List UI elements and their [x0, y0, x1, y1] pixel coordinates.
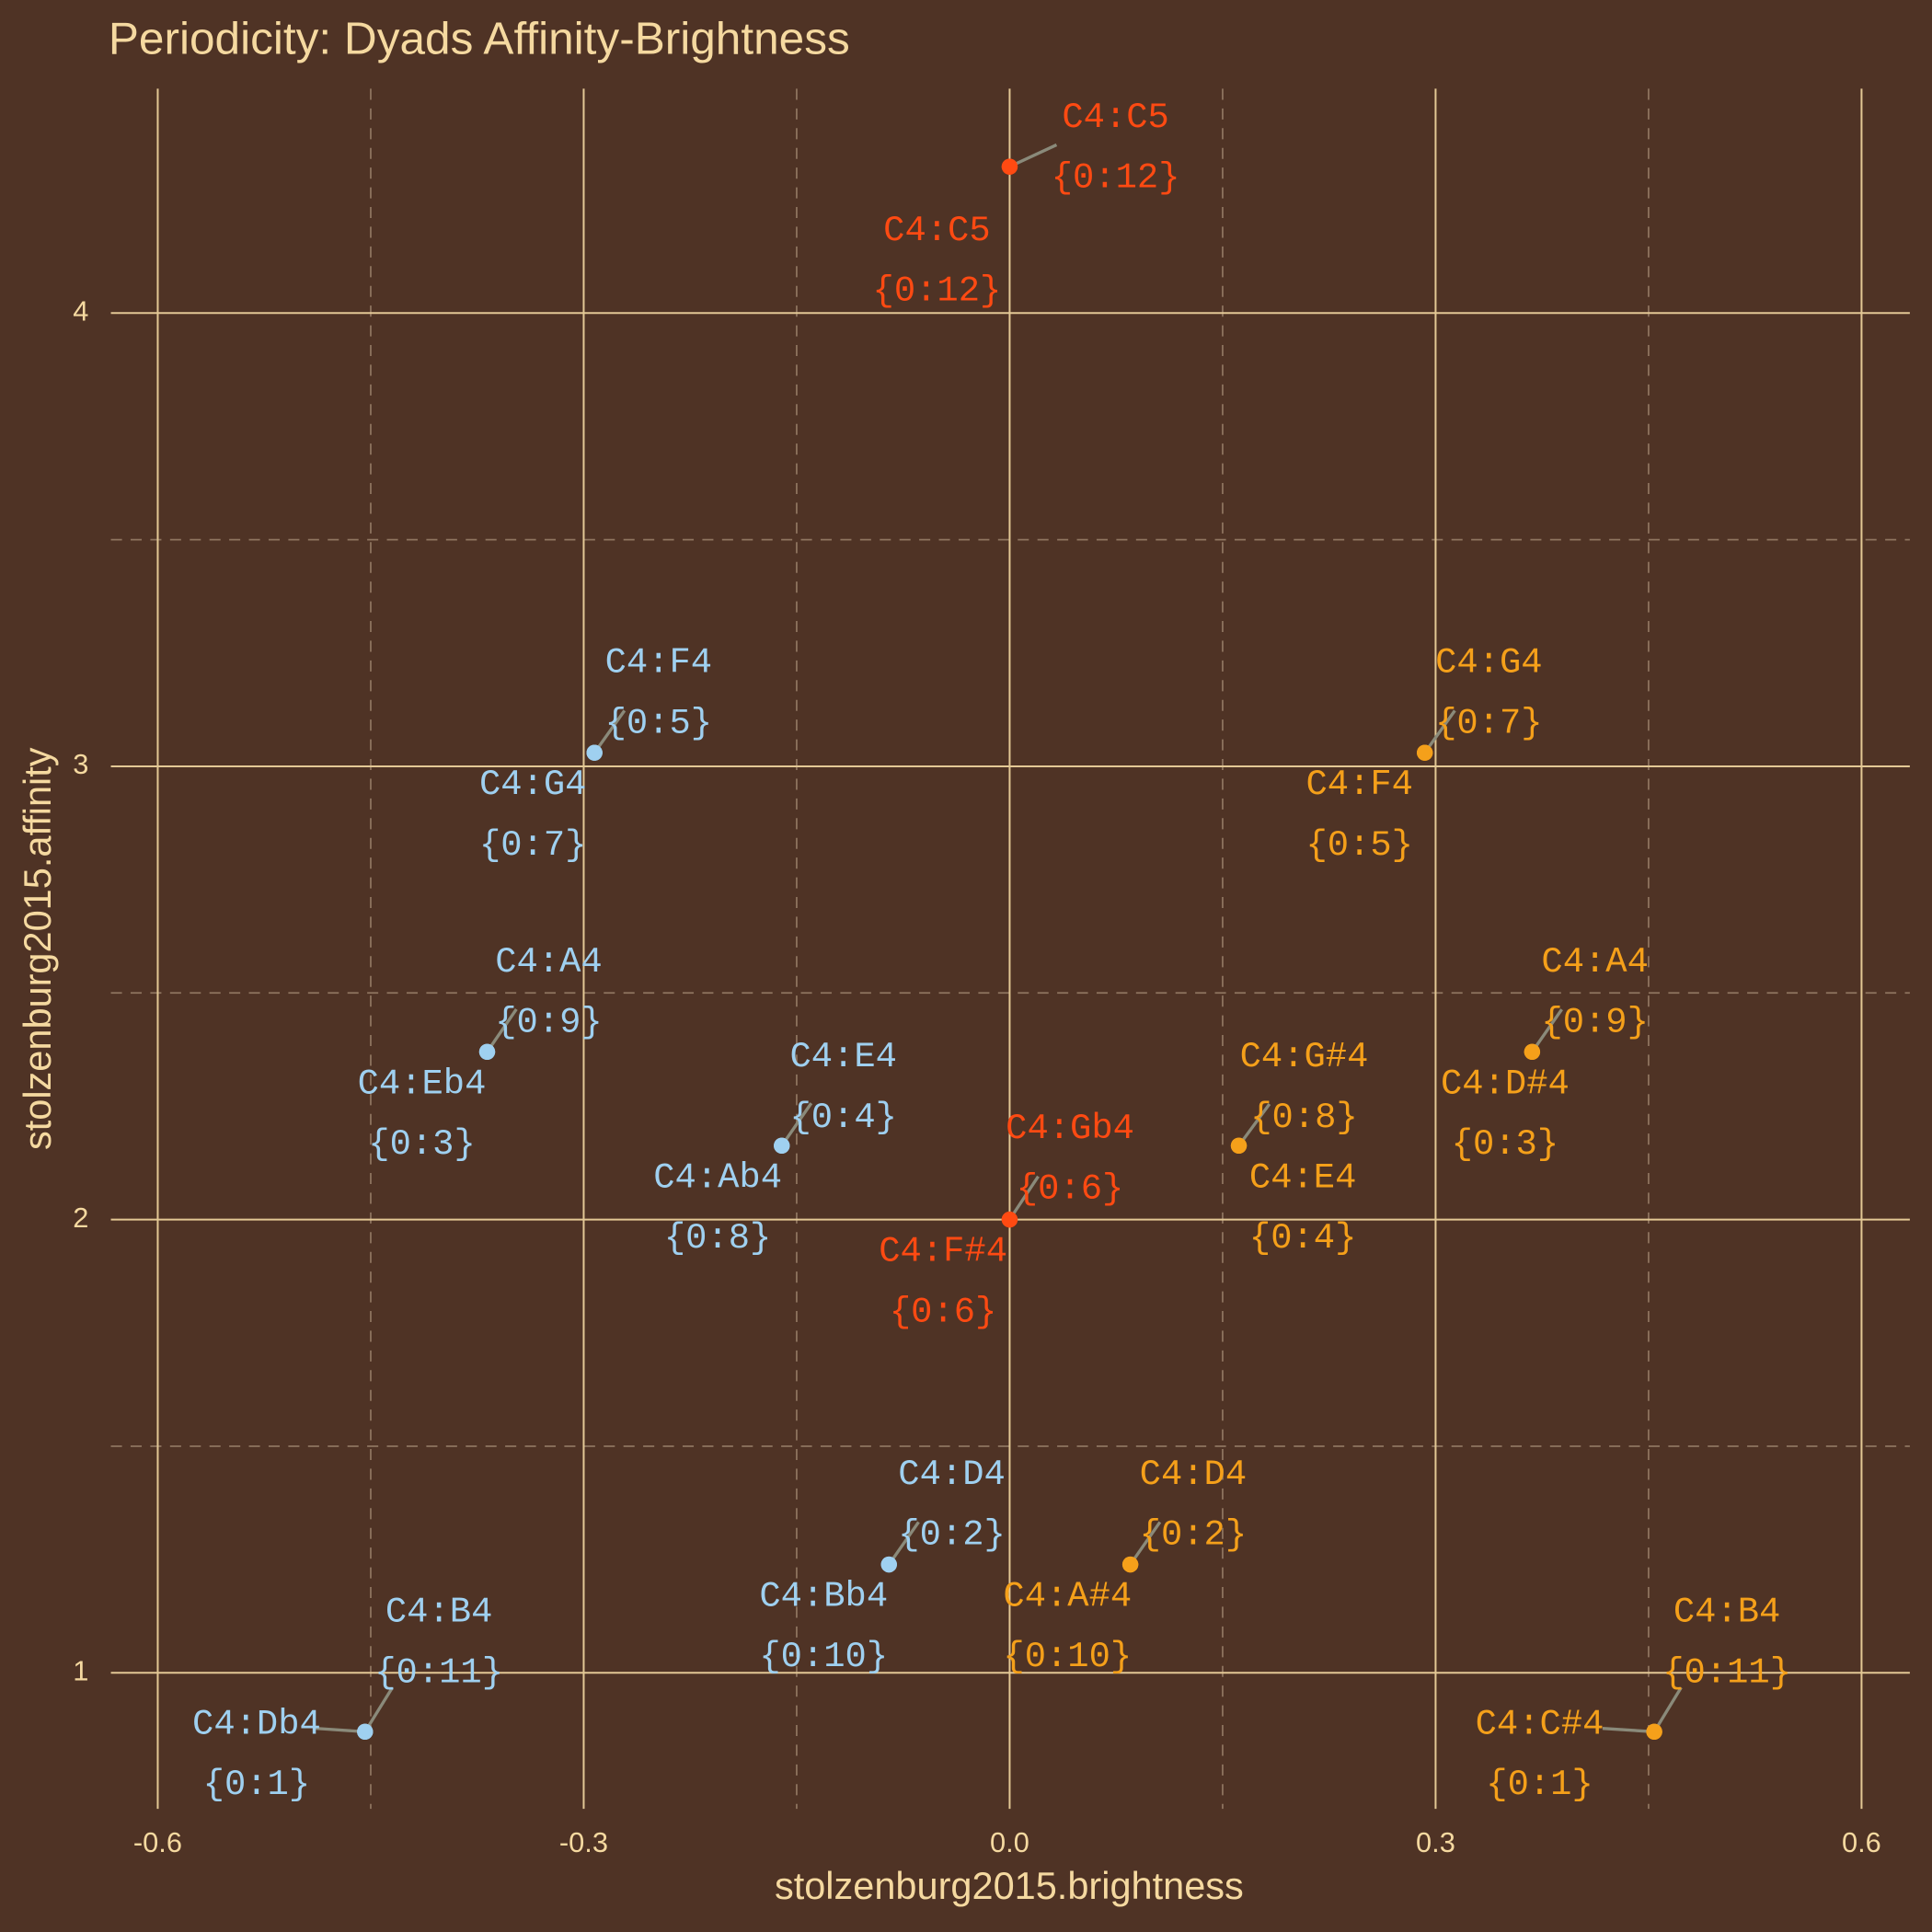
point — [478, 1043, 496, 1061]
point — [586, 744, 603, 761]
point-label: C4:Bb4 — [759, 1577, 888, 1617]
x-tick-label: -0.3 — [559, 1826, 608, 1858]
label-connector — [592, 709, 627, 754]
point-sublabel: {0:7} — [1435, 703, 1543, 743]
x-tick-label: 0.0 — [990, 1826, 1029, 1858]
point-sublabel: {0:9} — [1541, 1002, 1649, 1042]
point — [1230, 1137, 1248, 1155]
point-sublabel: {0:8} — [1250, 1098, 1358, 1138]
point-label: C4:C5 — [1062, 98, 1169, 138]
label-connector — [1602, 1727, 1655, 1733]
point-label: C4:F#4 — [879, 1232, 1007, 1272]
point-sublabel: {0:3} — [368, 1124, 476, 1165]
point-sublabel: {0:10} — [759, 1637, 888, 1677]
point-sublabel: {0:5} — [1305, 825, 1413, 866]
point-sublabel: {0:2} — [898, 1515, 1006, 1556]
point — [1524, 1043, 1541, 1061]
point-sublabel: {0:12} — [873, 271, 1002, 312]
point-label: C4:G4 — [1435, 643, 1543, 684]
point — [1416, 744, 1433, 761]
label-connector — [887, 1521, 920, 1566]
point-label: C4:C#4 — [1476, 1705, 1604, 1745]
y-tick-label: 1 — [73, 1654, 88, 1686]
point — [1121, 1556, 1139, 1573]
grid: -0.6 -0.3 0.0 0.3 0.6 1 2 3 4 — [73, 88, 1910, 1858]
point-label: C4:Gb4 — [1006, 1109, 1134, 1149]
point-sublabel: {0:10} — [1003, 1637, 1132, 1677]
point-sublabel: {0:12} — [1052, 157, 1180, 198]
point — [880, 1556, 897, 1573]
point-sublabel: {0:6} — [890, 1292, 997, 1332]
point-label: C4:B4 — [385, 1593, 493, 1633]
label-connector — [1652, 1686, 1683, 1733]
point-label: C4:B4 — [1673, 1593, 1781, 1633]
x-axis-label: stolzenburg2015.brightness — [775, 1864, 1244, 1907]
point — [1001, 158, 1018, 175]
point-label: C4:G#4 — [1240, 1037, 1369, 1077]
point — [1646, 1723, 1662, 1741]
chart-title: Periodicity: Dyads Affinity-Brightness — [109, 13, 850, 64]
x-tick-label: 0.3 — [1416, 1826, 1455, 1858]
point-label: C4:A4 — [1541, 942, 1649, 983]
x-tick-label: -0.6 — [133, 1826, 182, 1858]
label-connector — [780, 1102, 813, 1147]
point-sublabel: {0:4} — [789, 1098, 897, 1138]
label-connector — [486, 1007, 518, 1053]
point-sublabel: {0:6} — [1017, 1168, 1124, 1209]
point-label: C4:C5 — [883, 211, 991, 251]
point-sublabel: {0:11} — [1662, 1652, 1791, 1693]
point-label: C4:Db4 — [192, 1705, 321, 1745]
point — [357, 1723, 374, 1741]
label-connector — [1237, 1103, 1271, 1147]
y-tick-label: 2 — [73, 1202, 88, 1234]
point-label: C4:A4 — [495, 942, 603, 983]
point-label: C4:D#4 — [1441, 1064, 1570, 1104]
point-label: C4:G4 — [479, 765, 587, 805]
point-label: C4:E4 — [1249, 1157, 1357, 1198]
point-label: C4:Eb4 — [358, 1064, 487, 1104]
point-sublabel: {0:11} — [374, 1652, 503, 1693]
label-connector — [363, 1686, 394, 1733]
point-label: C4:A#4 — [1003, 1577, 1132, 1617]
point — [774, 1137, 790, 1155]
point-sublabel: {0:9} — [495, 1002, 603, 1042]
point — [1001, 1211, 1018, 1228]
point-sublabel: {0:7} — [479, 825, 587, 866]
label-connector — [313, 1726, 365, 1733]
point-sublabel: {0:1} — [203, 1765, 311, 1805]
y-axis-label: stolzenburg2015.affinity — [16, 747, 59, 1150]
point-sublabel: {0:1} — [1486, 1765, 1593, 1805]
point-sublabel: {0:2} — [1140, 1515, 1248, 1556]
point-label: C4:Ab4 — [653, 1157, 782, 1198]
point-label: C4:E4 — [789, 1037, 897, 1077]
point-sublabel: {0:4} — [1249, 1218, 1357, 1259]
y-tick-label: 4 — [73, 294, 88, 327]
label-connector — [1129, 1521, 1162, 1566]
label-connector — [1008, 143, 1058, 168]
label-connector — [1008, 1175, 1040, 1221]
point-sublabel: {0:5} — [605, 703, 713, 743]
label-connector — [1531, 1008, 1563, 1053]
point-label: C4:D4 — [898, 1455, 1006, 1495]
point-sublabel: {0:3} — [1452, 1124, 1559, 1165]
label-connector — [1423, 709, 1456, 754]
point-sublabel: {0:8} — [664, 1218, 772, 1259]
point-label: C4:F4 — [605, 643, 713, 684]
marks: C4:C5{0:12}C4:C5{0:12}C4:Gb4{0:6}C4:F#4{… — [192, 98, 1791, 1805]
x-tick-label: 0.6 — [1842, 1826, 1881, 1858]
y-tick-label: 3 — [73, 748, 88, 780]
point-label: C4:D4 — [1140, 1455, 1248, 1495]
point-label: C4:F4 — [1305, 765, 1413, 805]
